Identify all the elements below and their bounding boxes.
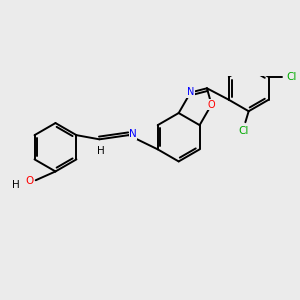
Text: H: H	[12, 180, 20, 190]
Text: H: H	[97, 146, 104, 156]
Text: O: O	[208, 100, 215, 110]
Text: Cl: Cl	[286, 72, 297, 82]
Text: Cl: Cl	[238, 126, 248, 136]
Text: N: N	[187, 88, 194, 98]
Text: N: N	[129, 129, 137, 139]
Text: O: O	[25, 176, 33, 186]
